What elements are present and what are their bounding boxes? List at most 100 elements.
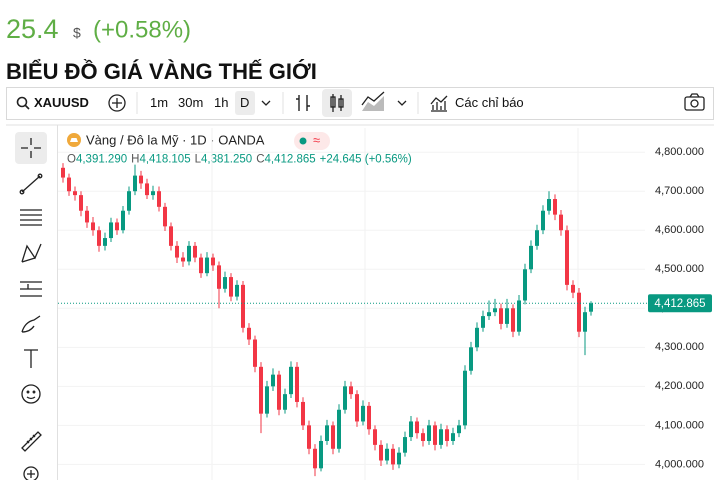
interval[interactable]: 30m xyxy=(178,95,203,110)
candle-body xyxy=(211,257,215,266)
dropdown-caret[interactable] xyxy=(261,100,271,106)
candle-body xyxy=(379,444,383,461)
quote-currency: $ xyxy=(73,25,81,41)
candle-body xyxy=(523,269,527,301)
toolbar xyxy=(6,87,714,120)
candle-body xyxy=(145,183,149,196)
ohlc-label: H xyxy=(131,154,139,166)
candle-body xyxy=(181,257,185,262)
symbol[interactable]: XAUUSD xyxy=(34,95,89,110)
candle-body xyxy=(487,312,491,317)
candle-body xyxy=(247,327,251,340)
y-tick-label: 4,600.000 xyxy=(655,224,704,236)
candle-body xyxy=(475,327,479,348)
candle-body xyxy=(445,429,449,441)
candle-body xyxy=(559,214,563,231)
interval[interactable]: 1h xyxy=(214,95,228,110)
search-icon xyxy=(16,96,30,110)
candle-body xyxy=(499,308,503,324)
indicators-icon[interactable] xyxy=(430,95,448,112)
candle-body xyxy=(109,222,113,239)
ohlc-value: 4,418.105 xyxy=(139,154,190,166)
candle-body xyxy=(439,429,443,445)
candle-body xyxy=(193,245,197,258)
candle-body xyxy=(481,316,485,328)
candle-body xyxy=(367,405,371,430)
candle-body xyxy=(469,347,473,371)
candle-body xyxy=(325,425,329,441)
candle-body xyxy=(97,230,101,246)
status-badge: ≈ xyxy=(313,132,320,147)
candle-body xyxy=(199,257,203,274)
candle-body xyxy=(457,425,461,434)
candle-body xyxy=(319,440,323,469)
interval-active-bg xyxy=(235,91,255,115)
candle-body xyxy=(535,230,539,246)
snapshot-icon[interactable] xyxy=(684,93,705,111)
candle-body xyxy=(67,177,71,192)
candle-body xyxy=(139,175,143,184)
drawing-tools[interactable] xyxy=(19,138,43,480)
interval[interactable]: 1m xyxy=(150,95,168,110)
y-tick-label: 4,100.000 xyxy=(655,419,704,431)
candle-body xyxy=(121,210,125,231)
ohlc-label: C xyxy=(256,154,264,166)
candle-body xyxy=(289,366,293,395)
dropdown-caret[interactable] xyxy=(397,100,407,106)
quote-change: (+0.58%) xyxy=(93,16,191,43)
candle-body xyxy=(565,230,569,285)
candle-body xyxy=(271,374,275,387)
symbol-logo-mark xyxy=(70,138,78,142)
candle-body xyxy=(73,191,77,196)
change-text: +24.645 (+0.56%) xyxy=(320,154,412,166)
interval[interactable]: D xyxy=(240,95,249,110)
candle-body xyxy=(313,448,317,469)
candle-body xyxy=(337,409,341,449)
candle-body xyxy=(391,448,395,465)
indicators-button[interactable]: Các chỉ báo xyxy=(455,95,524,110)
candle-body xyxy=(415,421,419,434)
candle-body xyxy=(361,405,365,422)
candle-body xyxy=(61,167,65,178)
candle-body xyxy=(205,257,209,274)
status-dot xyxy=(299,137,307,145)
candle-body xyxy=(307,425,311,449)
candle-body xyxy=(127,191,131,211)
candle-body xyxy=(409,421,413,438)
ohlc-value: 4,381.250 xyxy=(201,154,252,166)
candle-body xyxy=(493,308,497,313)
candle-body xyxy=(583,312,587,332)
candle-body xyxy=(253,339,257,367)
candle-body xyxy=(157,191,161,207)
y-tick-label: 4,500.000 xyxy=(655,263,704,275)
ohlc-label: O xyxy=(67,154,76,166)
candle-body xyxy=(589,303,593,312)
candle-body xyxy=(373,429,377,445)
candle-body xyxy=(397,452,401,465)
candle-body xyxy=(385,448,389,461)
candle-body xyxy=(451,433,455,441)
candle-type-icon[interactable] xyxy=(330,94,344,112)
candle-body xyxy=(463,370,467,426)
candle-body xyxy=(295,366,299,402)
ohlc-value: 4,391.290 xyxy=(76,154,127,166)
area-type-icon[interactable] xyxy=(361,91,385,111)
status-pill xyxy=(294,132,330,150)
candle-body xyxy=(151,191,155,196)
compare-button[interactable] xyxy=(108,94,126,112)
candle-body xyxy=(553,199,557,215)
y-tick-label: 4,300.000 xyxy=(655,341,704,353)
y-tick-label: 4,200.000 xyxy=(655,380,704,392)
candle-body xyxy=(529,245,533,270)
candle-body xyxy=(175,245,179,258)
plot: 4,000.0004,100.0004,200.0004,300.0004,40… xyxy=(58,128,712,480)
candle-body xyxy=(343,386,347,410)
bar-replay-icon[interactable] xyxy=(296,95,310,111)
candle-body xyxy=(301,401,305,426)
candle-body xyxy=(283,394,287,410)
candle-body xyxy=(403,437,407,453)
candle-body xyxy=(169,226,173,246)
candle-body xyxy=(541,210,545,231)
candle-body xyxy=(241,284,245,328)
